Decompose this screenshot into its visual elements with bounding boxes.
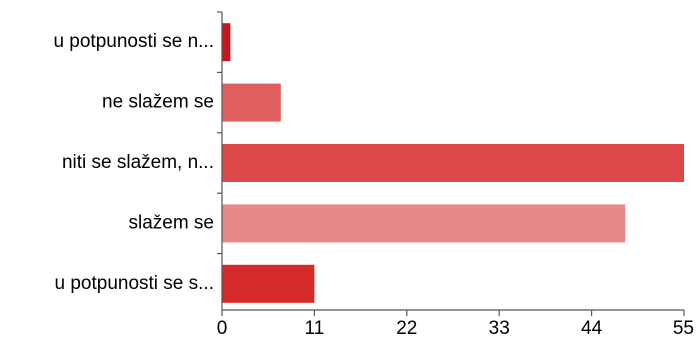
bar-2: [222, 83, 281, 122]
bar-5: [222, 264, 315, 303]
category-label-5: u potpunosti se s...: [55, 273, 215, 294]
x-tick-label-33: 33: [489, 318, 510, 339]
x-tick-label-55: 55: [673, 318, 694, 339]
tick-labels: 0 11 22 33 44 55: [217, 318, 694, 339]
category-labels: u potpunosti se n... ne slažem se niti se …: [53, 31, 214, 294]
bar-4: [222, 204, 626, 243]
category-label-1: u potpunosti se n...: [53, 31, 214, 52]
x-tick-label-44: 44: [581, 318, 603, 339]
axes-group: [217, 11, 685, 316]
bar-1: [222, 23, 231, 62]
bar-3: [222, 144, 684, 182]
bars-group: [222, 23, 684, 303]
x-tick-label-22: 22: [396, 318, 417, 339]
category-label-2: ne slažem se: [102, 92, 214, 113]
x-tick-label-0: 0: [217, 318, 228, 339]
x-tick-label-11: 11: [305, 318, 325, 339]
category-label-4: slažem se: [128, 212, 214, 233]
category-label-3: niti se slažem, n...: [62, 152, 214, 173]
